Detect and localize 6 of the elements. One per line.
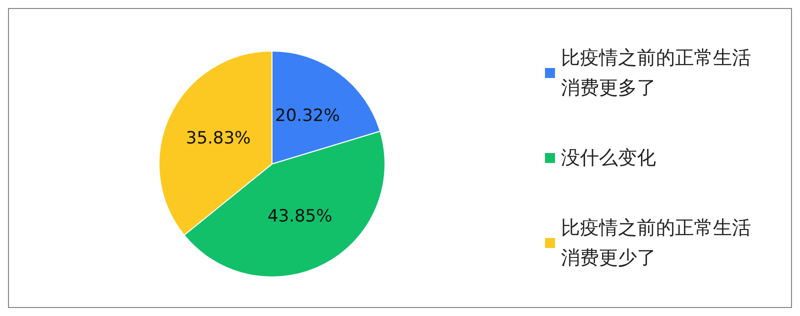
legend-label: 没什么变化: [561, 147, 656, 169]
data-label: 43.85%: [267, 206, 332, 227]
legend-label: 比疫情之前的正常生活消费更少了: [561, 217, 751, 269]
data-label: 35.83%: [186, 128, 251, 148]
data-label: 20.32%: [275, 106, 340, 126]
legend-label: 比疫情之前的正常生活消费更多了: [561, 47, 751, 99]
